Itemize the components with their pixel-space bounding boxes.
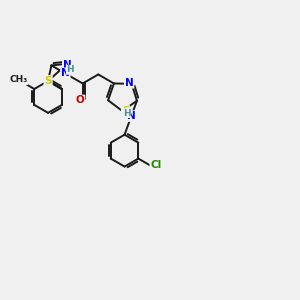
Text: N: N [63,60,72,70]
Text: N: N [125,78,134,88]
Text: H: H [123,109,131,118]
Text: S: S [44,76,52,86]
Text: N: N [61,68,70,78]
Text: O: O [76,95,85,106]
Text: N: N [127,111,136,121]
Text: CH₃: CH₃ [9,75,27,84]
Text: H: H [66,65,74,74]
Text: S: S [122,106,129,116]
Text: Cl: Cl [150,160,162,170]
